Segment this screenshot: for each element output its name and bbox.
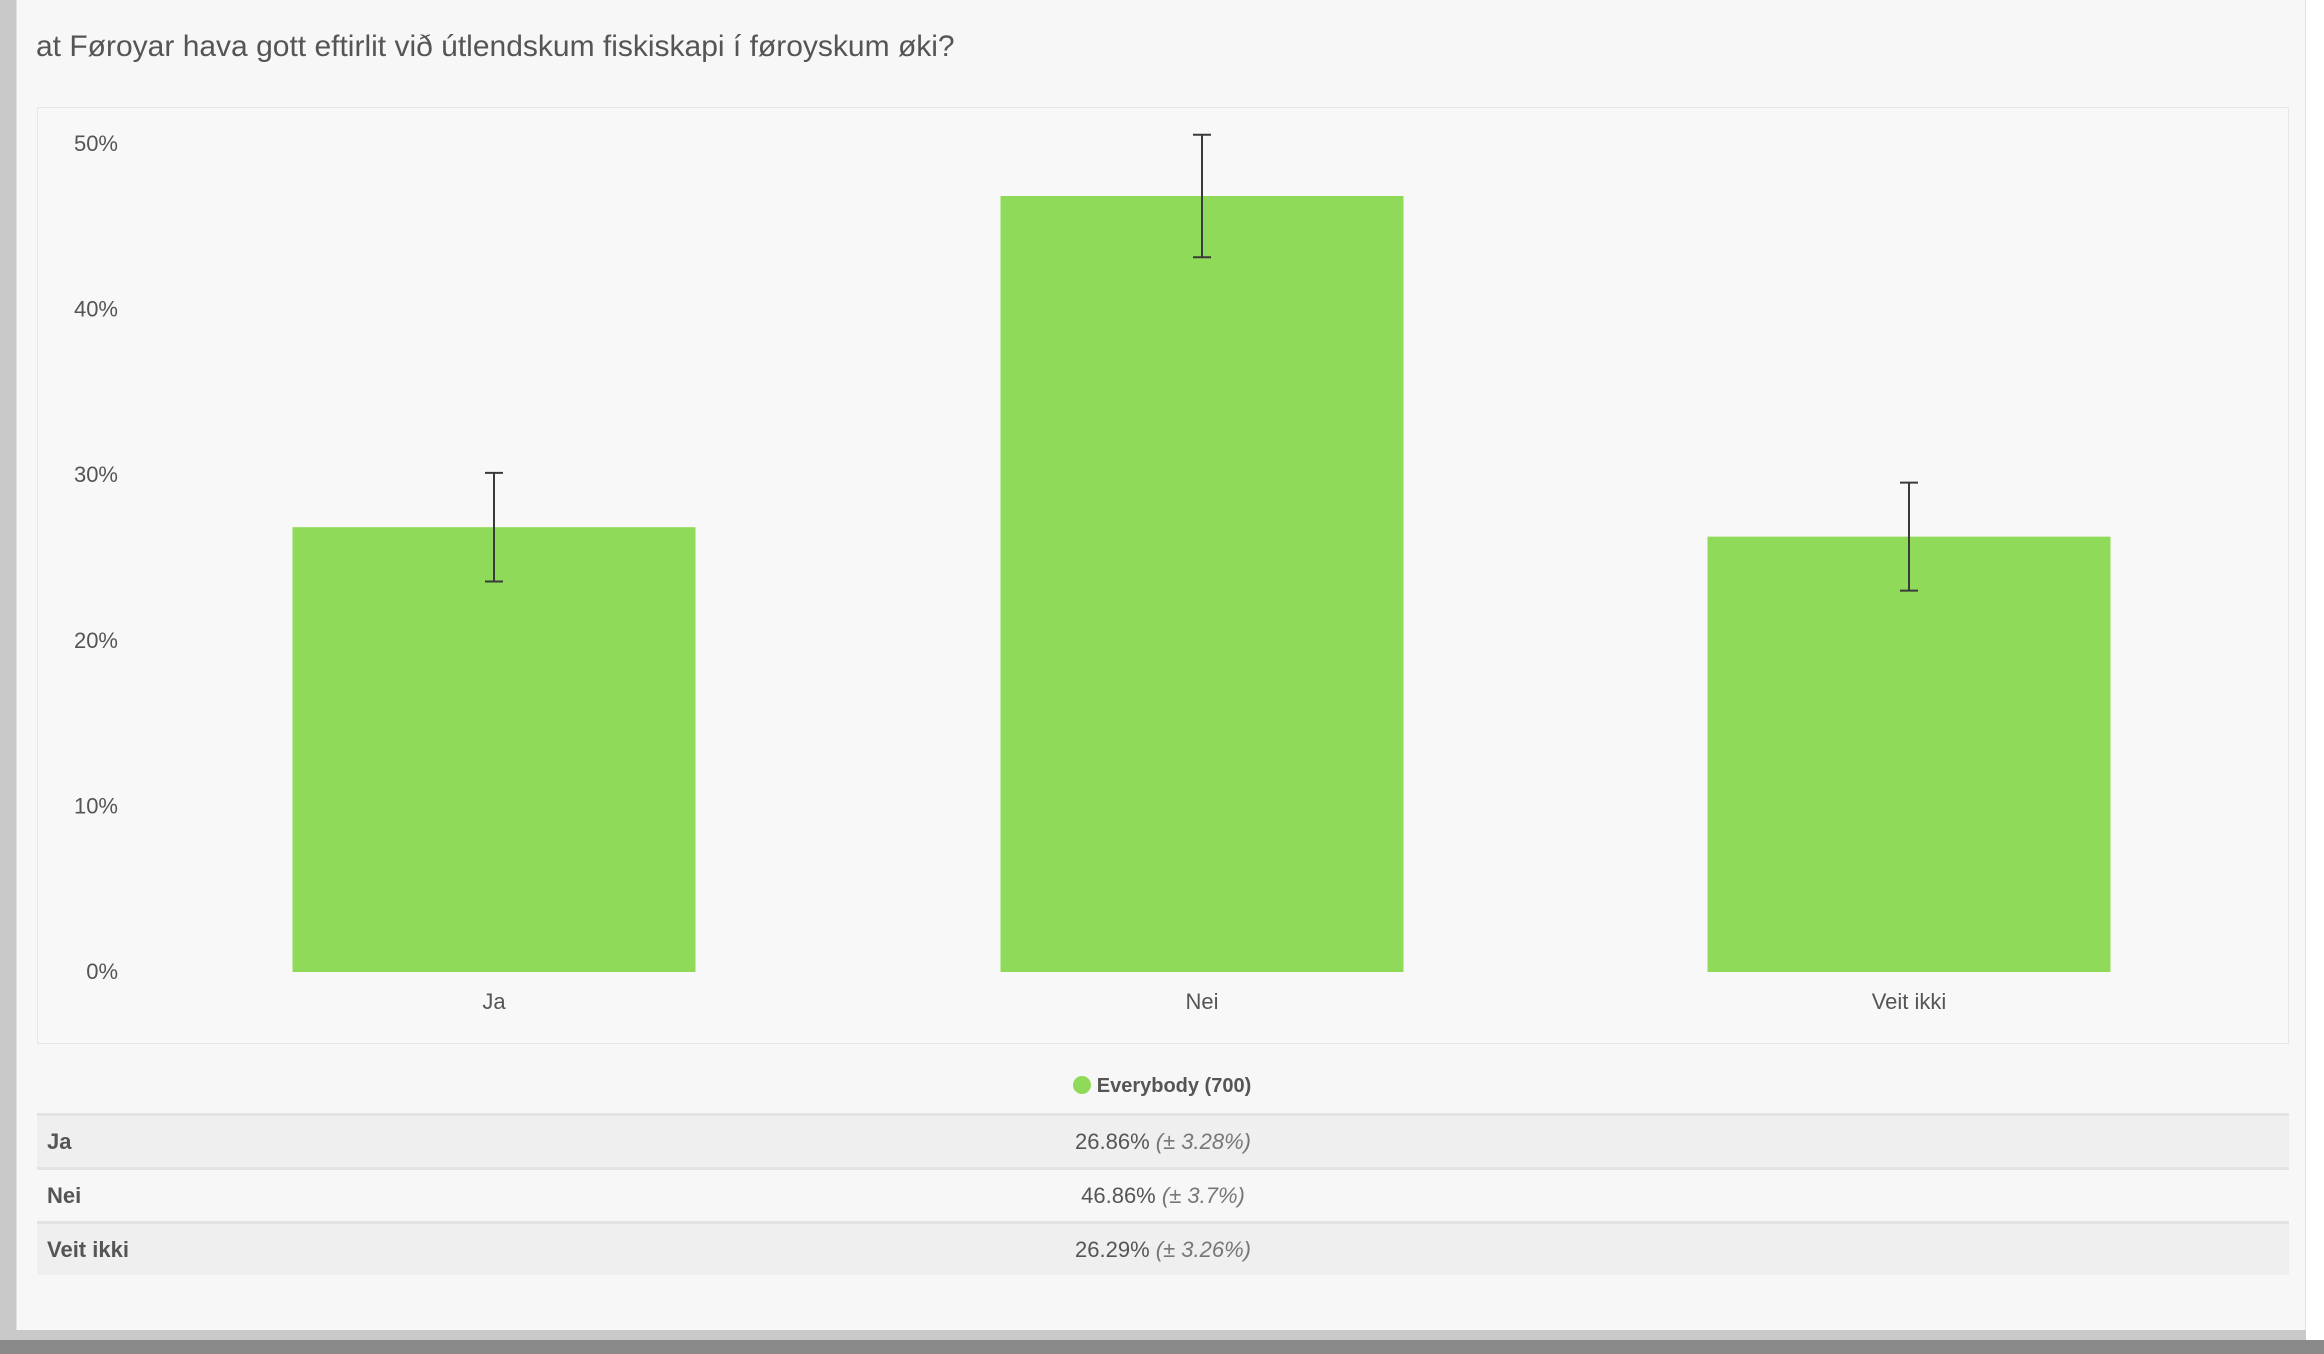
chart-area: 0% 10% 20% 30% 40% 50% Ja Nei Veit ikki [37,107,2289,1044]
question-title: at Føroyar hava gott eftirlit við útlend… [36,30,955,63]
legend: Everybody (700) [0,1075,2324,1098]
y-tick-label: 0% [86,959,118,984]
row-value: 46.86% (± 3.7%) [37,1170,2289,1221]
x-tick-label: Ja [482,989,506,1014]
row-label: Nei [47,1183,82,1208]
row-margin: (± 3.28%) [1155,1129,1251,1154]
legend-swatch [1072,1076,1091,1094]
row-margin: (± 3.26%) [1155,1237,1251,1262]
row-percent: 26.86% [1075,1129,1150,1154]
results-table: Ja 26.86% (± 3.28%) Nei 46.86% (± 3.7%) … [37,1113,2289,1275]
x-tick-label: Nei [1185,989,1218,1014]
row-label: Veit ikki [47,1237,129,1262]
row-margin: (± 3.7%) [1161,1183,1245,1208]
table-row: Nei 46.86% (± 3.7%) [37,1167,2289,1221]
bottom-bar [0,1340,2324,1354]
row-label: Ja [47,1129,72,1154]
table-row: Veit ikki 26.29% (± 3.26%) [37,1221,2289,1275]
right-gutter [2306,0,2324,1340]
y-tick-label: 30% [74,462,118,487]
row-percent: 26.29% [1075,1237,1150,1262]
bar [292,527,696,972]
row-value: 26.86% (± 3.28%) [37,1116,2289,1167]
legend-label: Everybody (700) [1096,1075,1252,1097]
y-tick-label: 10% [74,793,118,818]
y-tick-label: 20% [74,628,118,653]
table-row: Ja 26.86% (± 3.28%) [37,1113,2289,1167]
y-tick-label: 50% [74,131,118,156]
bar [1000,195,1404,972]
row-percent: 46.86% [1081,1183,1156,1208]
y-tick-label: 40% [74,297,118,322]
row-value: 26.29% (± 3.26%) [37,1224,2289,1275]
x-tick-label: Veit ikki [1872,989,1947,1014]
bar-chart: 0% 10% 20% 30% 40% 50% Ja Nei Veit ikki [74,131,2111,1014]
bar [1707,536,2111,972]
